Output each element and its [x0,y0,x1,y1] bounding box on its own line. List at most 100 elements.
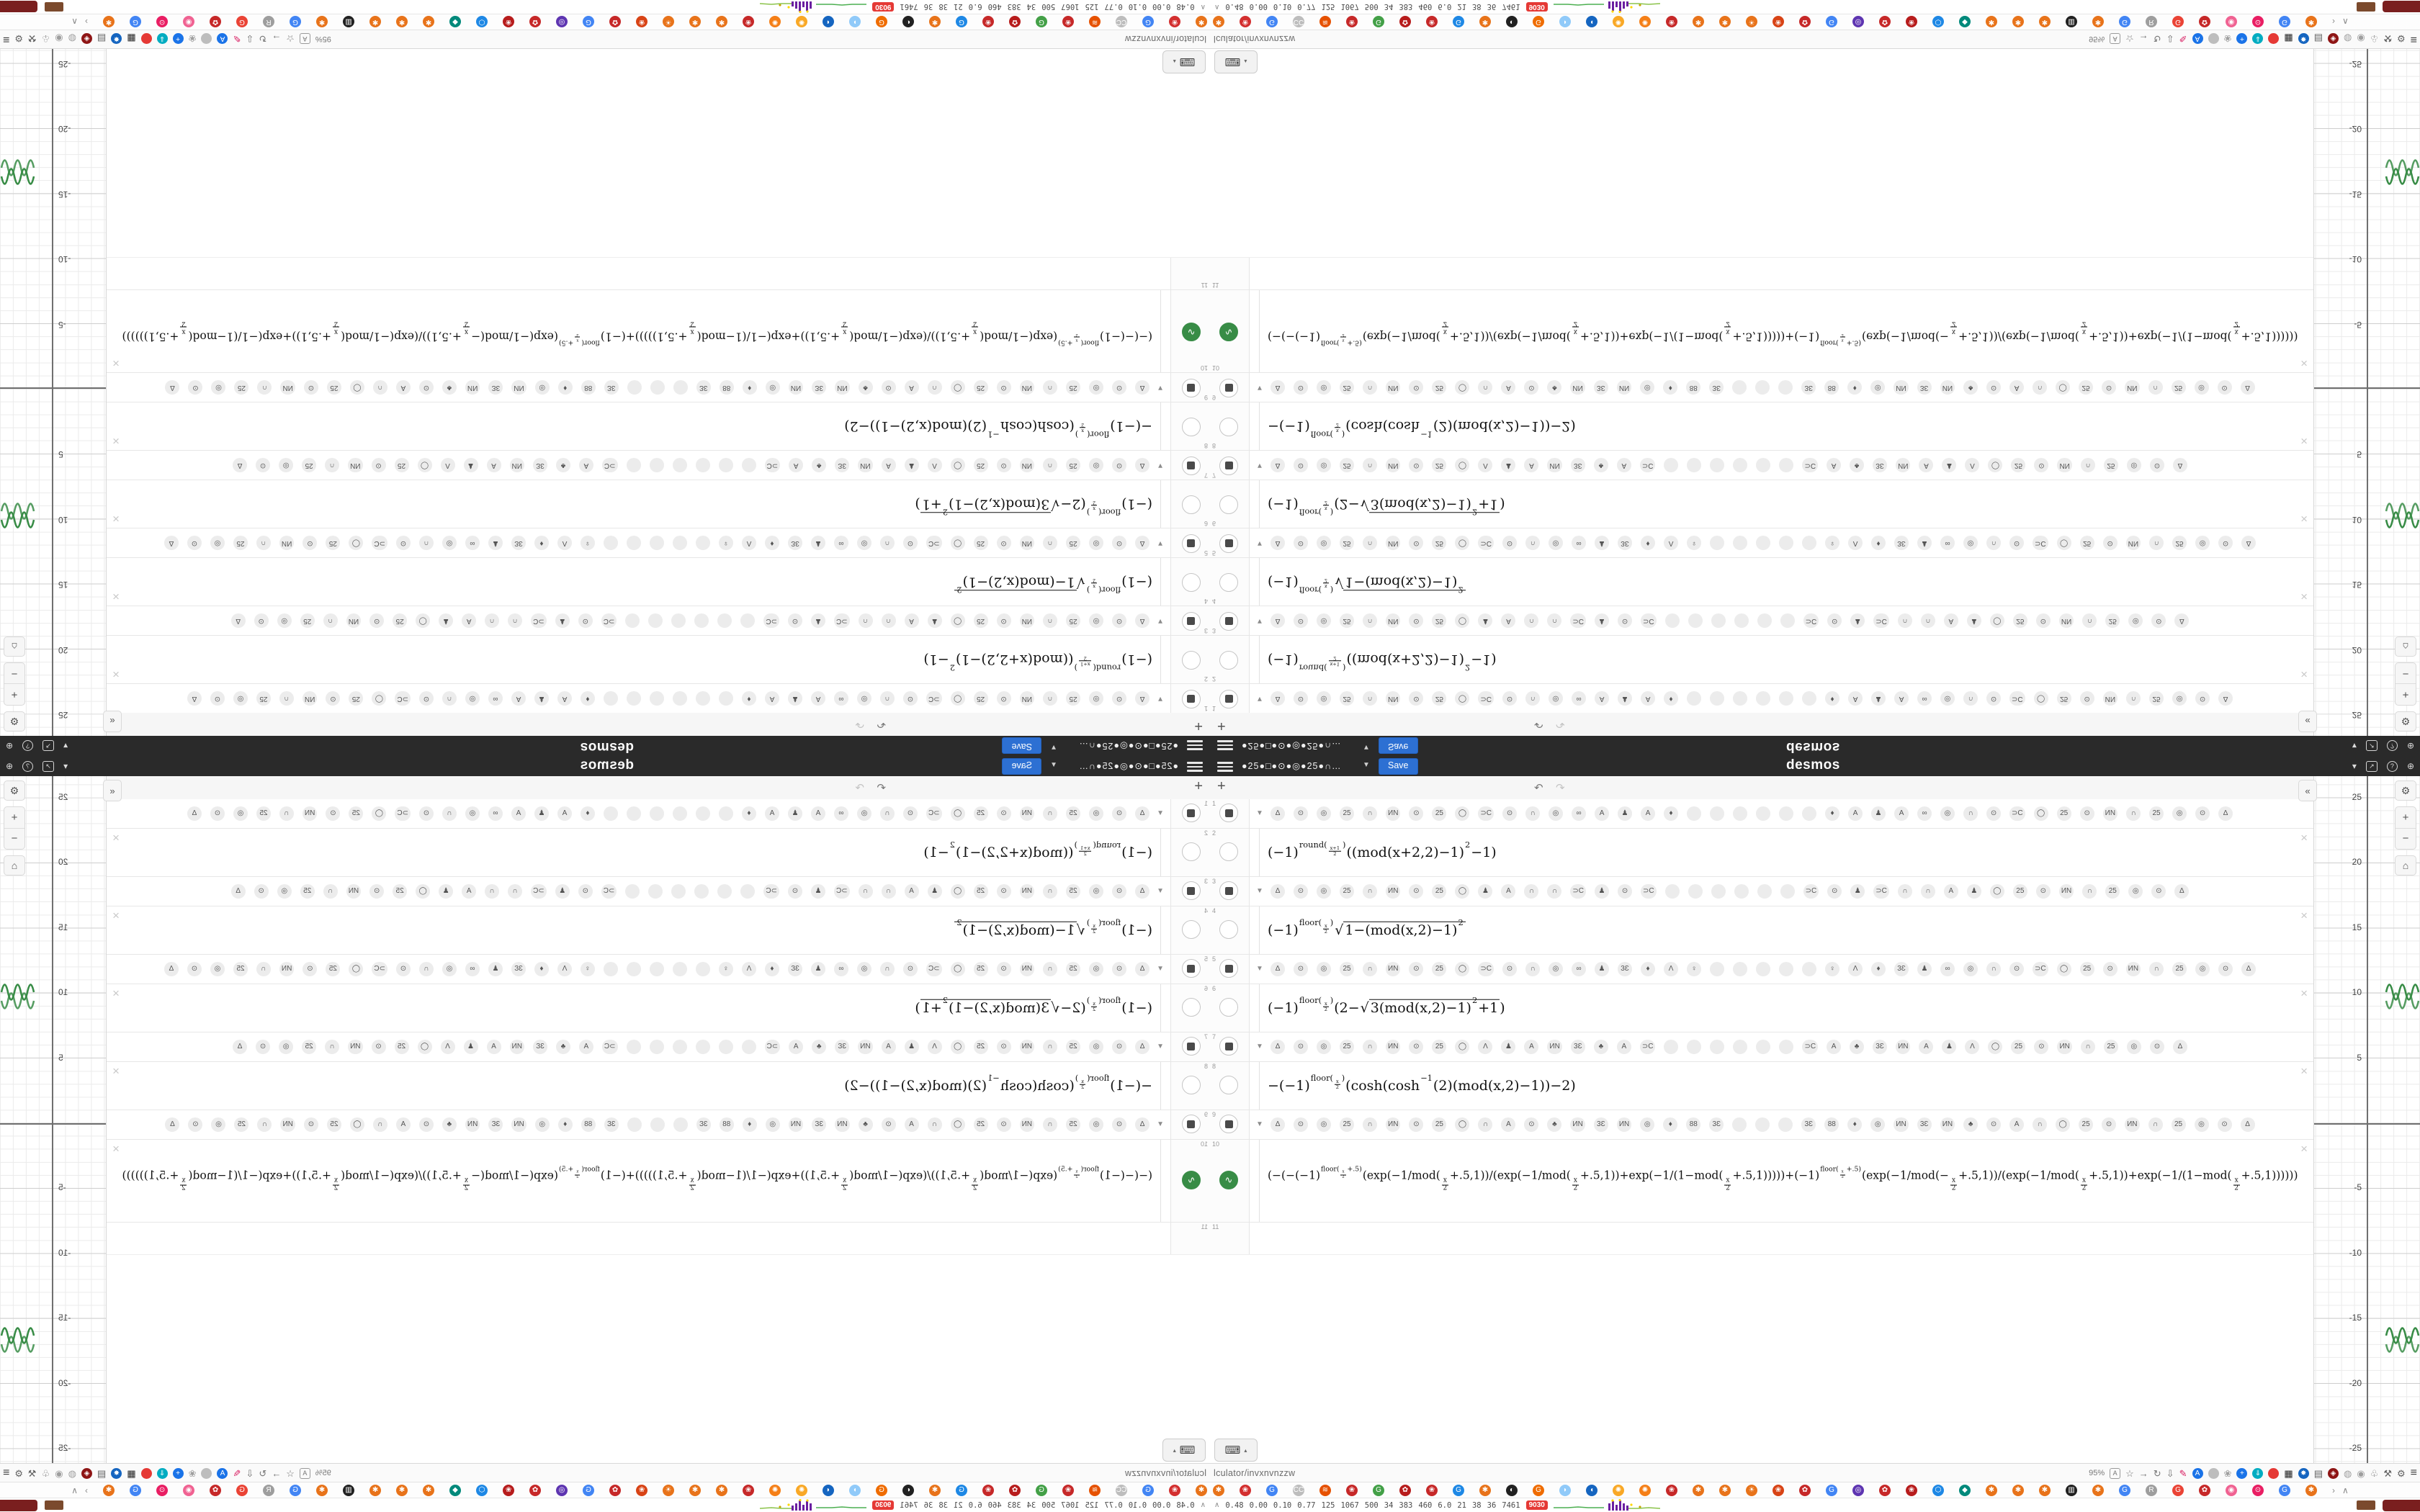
bookmark-favicon[interactable]: G [2119,1484,2130,1496]
bookmark-favicon[interactable]: ⊙ [156,1484,168,1496]
bookmarks-collapse-icon[interactable]: ∧ [71,1485,78,1495]
bookmark-favicon[interactable]: CC [1116,16,1127,28]
home-view-button[interactable]: ⌂ [4,855,25,876]
zoom-in-button[interactable]: + [4,807,24,829]
flower-ext-icon[interactable]: ❀ [2223,1467,2232,1479]
save-button[interactable]: Save [1379,758,1418,775]
row-content[interactable]: ▼ ∆ ⊙ ◎ 25 ∩ ИN ⊙ 25 ◯ Ʌ ♟ A ИN 3Ɛ ♣ A ⊃C ⊃C A ♣ 3Ɛ ИN A ♟ Ʌ ◯ 25 ⊙ И… [1249,451,2313,480]
marker-extension-icon[interactable]: ✎ [233,33,241,45]
bookmark-favicon[interactable]: ❀ [982,16,994,28]
delete-expression-icon[interactable]: × [112,986,120,1000]
folder-icon[interactable] [1182,690,1201,708]
bookmark-favicon[interactable]: G [2172,16,2184,28]
down-ext-icon[interactable]: ⇓ [156,33,168,45]
bookmark-favicon[interactable]: ✱ [2092,16,2104,28]
status-caret-icon[interactable]: ∧ [1200,1501,1206,1509]
collapse-panel-button[interactable]: « [2298,711,2317,732]
bookmark-favicon[interactable]: ✱ [1213,1484,1224,1496]
bookmark-favicon[interactable]: ◎ [556,16,568,28]
zoom-level-badge[interactable]: 95% [315,1468,331,1477]
home-view-button[interactable]: ⌂ [2395,855,2416,876]
bookmark-favicon[interactable]: ❀ [1666,16,1677,28]
bookmark-favicon[interactable]: G [1266,1484,1278,1496]
folder-row[interactable]: 1 ▼ ∆ ⊙ ◎ 25 ∩ ИN ⊙ 25 ◯ ⊃C ⊙ ∩ ◎ ∞ A ♟ A ♦ ♦ A ♟ A ∞ ◎ ∩ ⊙ ⊃C ◯ 25 ⊙ ИN… [1210,683,2313,713]
bookmark-favicon[interactable]: ❀ [1169,1484,1180,1496]
zoom-in-button[interactable]: + [4,683,24,705]
row-content[interactable]: (−(−(−1)floor(x 2 +.5)(exp(−1/mod(x 2 +.5,1)… [1249,1140,2313,1222]
bookmark-favicon[interactable]: CC [1293,1484,1304,1496]
oval-ext-icon[interactable] [2208,33,2219,45]
folder-row[interactable]: 5 ▼ ∆ ⊙ ◎ 25 ∩ ИN ⊙ 25 ◯ ⊃C ⊙ ∩ ◎ ∞ ♟ 3Ɛ ♦ Ʌ ♀ ♀ Ʌ ♦ 3Ɛ ♟ ∞ ◎ ∩ ⊙ ⊃C ◯ 2… [1210,528,2313,557]
translate-page-icon[interactable]: A [299,1467,310,1479]
graph-paper[interactable]: 25 20 15 10 5 -5 -10 -15 -20 -25 « ⚙ + − ⌂ [0,776,122,1463]
forward-icon[interactable]: → [2138,33,2148,45]
redo-icon[interactable]: ↷ [855,782,864,794]
expression-hidden-toggle-icon[interactable] [1182,842,1201,861]
translate-page-icon[interactable]: A [2110,1467,2121,1479]
bookmark-favicon[interactable]: ◖ [1586,1484,1597,1496]
bookmark-favicon[interactable]: R [263,1484,274,1496]
bookmark-favicon[interactable]: G [1453,1484,1464,1496]
bookmark-favicon[interactable]: ✱ [396,16,408,28]
folder-row[interactable]: 7 ▼ ∆ ⊙ ◎ 25 ∩ ИN ⊙ 25 ◯ Ʌ ♟ A ИN 3Ɛ ♣ A ⊃C ⊃C A ♣ 3Ɛ ИN A ♟ Ʌ ◯ 25 ⊙… [107,450,1210,480]
bookmark-favicon[interactable]: ✱ [369,1484,381,1496]
row-content[interactable]: −(−1)floor(x 2)(cosh(cosh−1(2)(mod(x,2)−1… [1249,1062,2313,1110]
bookmark-favicon[interactable]: G [1453,16,1464,28]
folder-row[interactable]: 1 ▼ ∆ ⊙ ◎ 25 ∩ ИN ⊙ 25 ◯ ⊃C ⊙ ∩ ◎ ∞ A ♟ A ♦ ♦ A ♟ A ∞ ◎ ∩ ⊙ ⊃C ◯ 25 ⊙ ИN… [107,799,1210,829]
folder-collapse-caret-icon[interactable]: ▼ [1256,1120,1263,1128]
bookmark-favicon[interactable]: ✱ [2305,1484,2317,1496]
bookmark-favicon[interactable]: ✿ [1879,16,1891,28]
collapse-panel-button[interactable]: « [2298,780,2317,801]
folder-row[interactable]: 9 ▼ ∆ ⊙ ◎ 25 ∩ ИN ⊙ 25 ◯ ∩ A ⊙ ♣ ИN 3Ɛ ИN ◎ ♦ 88 3Ɛ 3Ɛ 88 ♦ ◎ ИN 3Ɛ… [107,372,1210,402]
bookmark-favicon[interactable]: ✺ [796,16,807,28]
status-caret-icon[interactable]: ∧ [1214,3,1220,11]
thumb-ext-icon[interactable]: ♧ [41,1467,50,1479]
bookmark-favicon[interactable]: ◖ [823,16,834,28]
bookmark-favicon[interactable]: ▥ [2066,1484,2077,1496]
add-expression-button[interactable]: + [1217,778,1226,794]
row-content[interactable]: ▼ ∆ ⊙ ◎ 25 ∩ ИN ⊙ 25 ◯ ⊃C ⊙ ∩ ◎ ∞ ♟ 3Ɛ ♦ Ʌ ♀ ♀ Ʌ ♦ 3Ɛ ♟ ∞ ◎ ∩ ⊙ ⊃C ◯ 25… [1249,955,2313,984]
bookmark-favicon[interactable]: ✱ [716,16,727,28]
download-icon[interactable]: ⇩ [246,33,254,45]
folder-collapse-caret-icon[interactable]: ▼ [1256,695,1263,703]
save-button[interactable]: Save [1379,737,1418,754]
undo-icon[interactable]: ↶ [877,782,886,794]
graph-settings-wrench-icon[interactable]: ⚙ [2395,780,2416,801]
add-expression-button[interactable]: + [1194,778,1203,794]
settings-gear-icon[interactable]: ⚙ [2397,1467,2406,1479]
bookmark-favicon[interactable]: ✱ [1693,1484,1704,1496]
save-button[interactable]: Save [1002,737,1041,754]
delete-expression-icon[interactable]: × [2300,986,2308,1000]
bookmark-favicon[interactable]: ≋ [1319,16,1331,28]
folder-collapse-caret-icon[interactable]: ▼ [1157,384,1164,392]
bookmark-favicon[interactable]: ✱ [423,16,434,28]
shield-outline-icon[interactable]: ◍ [2344,1467,2352,1479]
bookmark-favicon[interactable]: ✱ [1213,16,1224,28]
help-icon[interactable]: ? [22,740,34,752]
account-caret-icon[interactable]: ▾ [2352,761,2357,771]
row-content[interactable]: ▼ ∆ ⊙ ◎ 25 ∩ ИN ⊙ 25 ◯ ⊃C ⊙ ∩ ◎ ∞ ♟ 3Ɛ ♦ Ʌ ♀ ♀ Ʌ ♦ 3Ɛ ♟ ∞ ◎ ∩ ⊙ ⊃C ◯ 25… [107,955,1171,984]
status-caret-icon[interactable]: ∧ [1200,3,1206,11]
row-content[interactable]: ▼ ∆ ⊙ ◎ 25 ∩ ИN ⊙ 25 ◯ ♟ A ∩ ∩ ⊃C ♟ ⊙ ⊃C ⊃C ⊙ ♟ ⊃C ∩ ∩ A ♟ ◯ 25 ⊙ ИN ∩… [1249,877,2313,906]
folder-icon[interactable] [1182,804,1201,822]
trash-ext-icon[interactable]: ▦ [2284,33,2293,45]
row-content[interactable] [1249,1223,2313,1254]
bookmark-star-icon[interactable]: ☆ [286,33,295,45]
expression-hidden-toggle-icon[interactable] [1219,418,1238,436]
save-button[interactable]: Save [1002,758,1041,775]
folder-row[interactable]: 5 ▼ ∆ ⊙ ◎ 25 ∩ ИN ⊙ 25 ◯ ⊃C ⊙ ∩ ◎ ∞ ♟ 3Ɛ ♦ Ʌ ♀ ♀ Ʌ ♦ 3Ɛ ♟ ∞ ◎ ∩ ⊙ ⊃C ◯ 2… [107,528,1210,557]
expression-hidden-toggle-icon[interactable] [1182,418,1201,436]
bookmark-favicon[interactable]: G [130,16,141,28]
title-caret-icon[interactable]: ▼ [1363,743,1370,751]
bookmark-favicon[interactable]: ⊙ [2252,1484,2264,1496]
delete-expression-icon[interactable]: × [2300,831,2308,845]
expression-row[interactable]: 8 −(−1)floor(x 2)(cosh(cosh−1(2)(mod(x,2)−… [107,402,1210,450]
menu-hamburger-icon[interactable] [1217,739,1233,752]
bookmark-favicon[interactable]: ✱ [103,16,115,28]
thumb-ext-icon[interactable]: ♧ [41,33,50,45]
